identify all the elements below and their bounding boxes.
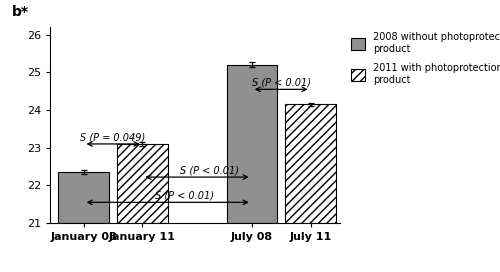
Text: S (P = 0.049): S (P = 0.049) [80,132,146,142]
Bar [286,104,336,223]
Text: S (P < 0.01): S (P < 0.01) [180,165,239,175]
Text: S (P < 0.01): S (P < 0.01) [155,190,214,200]
Text: S (P < 0.01): S (P < 0.01) [252,78,310,88]
Bar [117,144,168,223]
Legend: 2008 without photoprotection
product, 2011 with photoprotection
product: 2008 without photoprotection product, 20… [350,32,500,85]
Bar [58,172,109,223]
Bar [226,65,277,223]
Text: b*: b* [12,5,29,19]
